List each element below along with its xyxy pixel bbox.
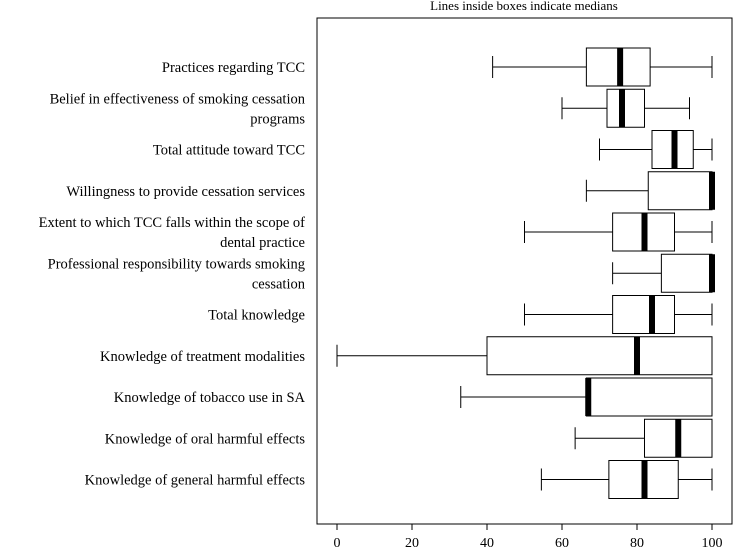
category-label-line: Knowledge of treatment modalities xyxy=(100,349,305,365)
iqr-box xyxy=(585,377,713,417)
x-tick-label: 60 xyxy=(555,536,569,549)
category-label-line: Willingness to provide cessation service… xyxy=(66,184,305,200)
category-label-line: Total attitude toward TCC xyxy=(153,143,305,159)
category-label-line: Practices regarding TCC xyxy=(162,60,305,76)
category-label-line: Knowledge of tobacco use in SA xyxy=(114,390,306,406)
iqr-box xyxy=(486,336,713,376)
category-label-line: Professional responsibility towards smok… xyxy=(48,256,305,272)
category-label: Belief in effectiveness of smoking cessa… xyxy=(50,91,306,127)
x-tick-label: 100 xyxy=(702,536,723,549)
iqr-box xyxy=(660,253,713,293)
category-label-line: Extent to which TCC falls within the sco… xyxy=(39,215,306,231)
iqr-box xyxy=(647,171,713,211)
box-group xyxy=(561,88,690,128)
x-tick-label: 20 xyxy=(405,536,419,549)
category-label: Knowledge of oral harmful effects xyxy=(105,431,306,447)
iqr-box xyxy=(606,88,645,128)
x-tick-label: 80 xyxy=(630,536,644,549)
category-label-line: Knowledge of oral harmful effects xyxy=(105,431,306,447)
category-label: Willingness to provide cessation service… xyxy=(66,184,305,200)
category-label: Extent to which TCC falls within the sco… xyxy=(39,215,306,251)
category-label: Total attitude toward TCC xyxy=(153,143,305,159)
iqr-box xyxy=(612,295,675,334)
box-group xyxy=(524,295,713,334)
box-group xyxy=(336,336,713,376)
category-label: Professional responsibility towards smok… xyxy=(48,256,306,292)
box-group xyxy=(574,418,713,458)
x-tick-label: 0 xyxy=(334,536,341,549)
category-label: Practices regarding TCC xyxy=(162,60,305,76)
category-label: Knowledge of general harmful effects xyxy=(85,473,306,489)
box-group xyxy=(599,130,713,169)
category-label-line: programs xyxy=(250,111,305,127)
box-group xyxy=(492,47,713,87)
category-label-line: Knowledge of general harmful effects xyxy=(85,473,306,489)
x-tick-label: 40 xyxy=(480,536,494,549)
category-label: Total knowledge xyxy=(208,308,305,324)
boxes-layer xyxy=(336,47,715,499)
category-label-line: Belief in effectiveness of smoking cessa… xyxy=(50,91,306,107)
box-group xyxy=(612,253,715,293)
box-group xyxy=(585,171,715,211)
category-labels: Practices regarding TCC Belief in effecti… xyxy=(39,60,306,489)
category-label: Knowledge of tobacco use in SA xyxy=(114,390,306,406)
category-label-line: dental practice xyxy=(220,235,305,251)
box-group xyxy=(540,460,713,499)
plot-frame xyxy=(316,17,733,525)
chart-title: Lines inside boxes indicate medians xyxy=(430,0,618,13)
category-label-line: cessation xyxy=(252,276,306,292)
box-group xyxy=(524,212,713,252)
x-axis: 0 20 40 60 80 100 xyxy=(334,524,723,549)
category-label: Knowledge of treatment modalities xyxy=(100,349,305,365)
box-group xyxy=(460,377,713,417)
category-label-line: Total knowledge xyxy=(208,308,305,324)
